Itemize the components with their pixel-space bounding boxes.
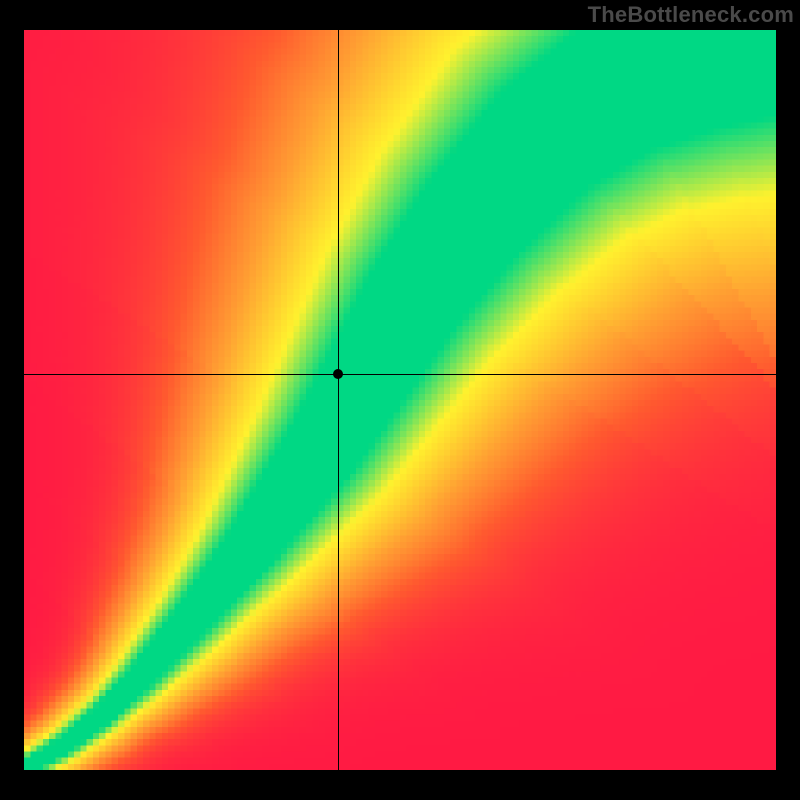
chart-root: { "watermark": { "text": "TheBottleneck.… [0, 0, 800, 800]
data-point-marker [333, 369, 343, 379]
plot-area [24, 30, 776, 770]
crosshair-vertical [338, 30, 339, 770]
crosshair-horizontal [24, 374, 776, 375]
heatmap-canvas [24, 30, 776, 770]
watermark-text: TheBottleneck.com [588, 2, 794, 28]
